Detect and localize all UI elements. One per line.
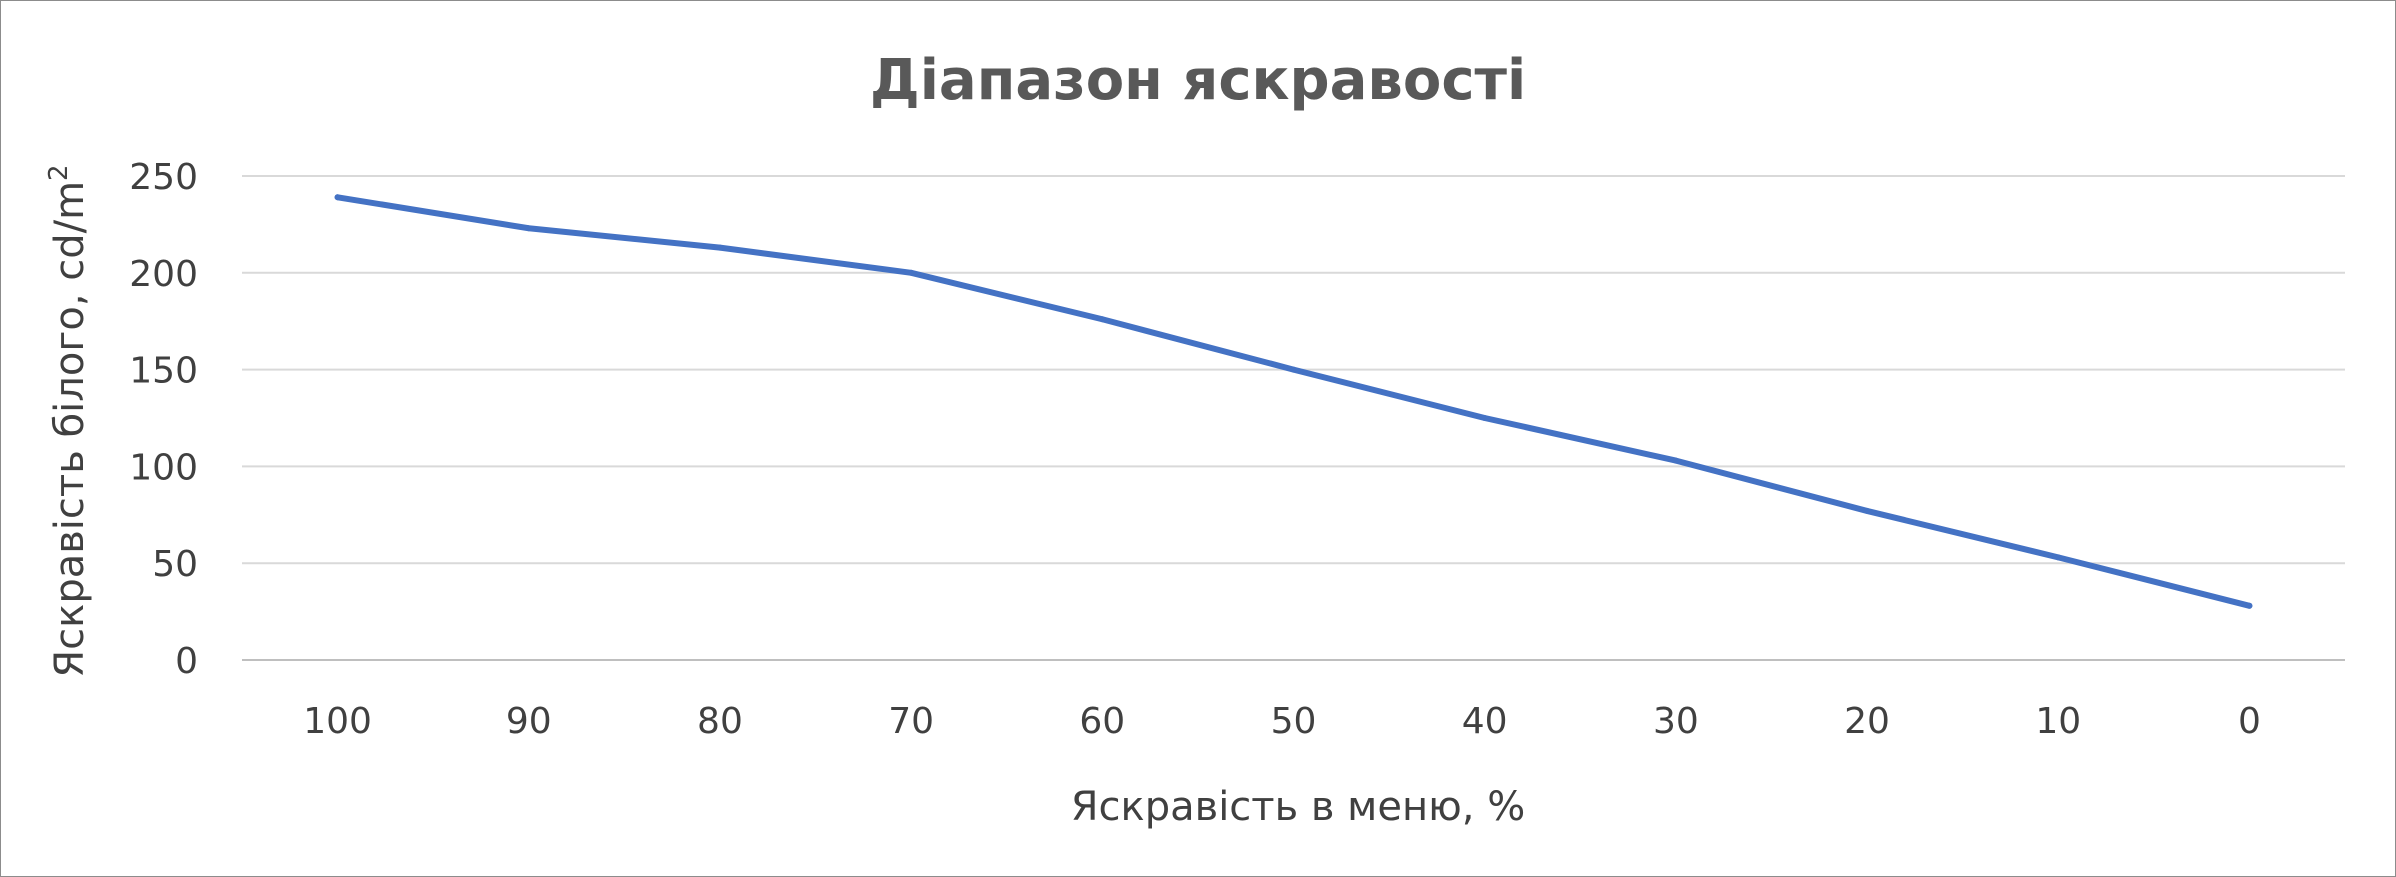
y-axis-title: Яскравість білого, cd/m2 — [44, 164, 93, 677]
x-tick-label: 0 — [2238, 701, 2261, 742]
x-tick-label: 100 — [303, 701, 372, 742]
series-line — [334, 194, 2253, 609]
y-axis-title-superscript: 2 — [44, 164, 74, 181]
x-tick-label: 60 — [1079, 701, 1125, 742]
y-tick-label: 150 — [129, 351, 198, 392]
data-point — [1864, 507, 1871, 514]
y-tick-label: 50 — [152, 544, 198, 585]
data-point — [1672, 457, 1679, 464]
y-tick-label: 0 — [175, 641, 198, 682]
x-axis-title: Яскравість в меню, % — [1071, 784, 1525, 830]
x-tick-label: 80 — [697, 701, 743, 742]
data-point — [334, 194, 341, 201]
data-point — [1290, 366, 1297, 373]
y-axis-ticks: 0 50 100 150 200 250 — [129, 157, 198, 682]
data-point — [525, 225, 532, 232]
y-axis-title-main: Яскравість білого, cd/m — [47, 181, 93, 678]
data-point — [1099, 316, 1106, 323]
data-point — [2246, 602, 2253, 609]
x-tick-label: 40 — [1462, 701, 1508, 742]
y-tick-label: 200 — [129, 254, 198, 295]
x-tick-label: 20 — [1844, 701, 1890, 742]
data-point — [716, 244, 723, 251]
y-tick-label: 100 — [129, 447, 198, 488]
x-axis-ticks: 100 90 80 70 60 50 40 30 20 10 0 — [303, 701, 2261, 742]
data-point — [2055, 554, 2062, 561]
data-point — [1481, 415, 1488, 421]
data-point — [908, 269, 915, 276]
chart-title: Діапазон яскравості — [870, 48, 1526, 113]
x-tick-label: 10 — [2035, 701, 2081, 742]
x-tick-label: 30 — [1653, 701, 1699, 742]
x-tick-label: 50 — [1271, 701, 1317, 742]
y-tick-label: 250 — [129, 157, 198, 198]
x-tick-label: 90 — [506, 701, 552, 742]
gridlines — [242, 175, 2345, 565]
series-layer — [334, 194, 2253, 609]
x-tick-label: 70 — [888, 701, 934, 742]
